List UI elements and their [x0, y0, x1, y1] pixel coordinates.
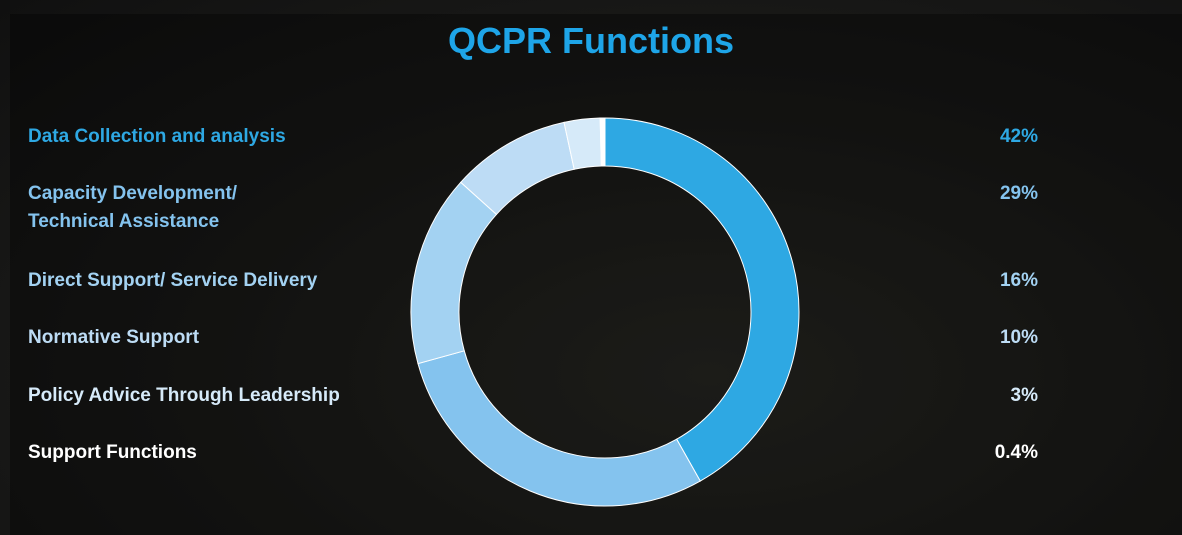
legend-label: Support Functions: [28, 442, 197, 463]
value-label: 0.4%: [994, 442, 1038, 463]
chart-title: QCPR Functions: [448, 20, 734, 61]
legend-label: Direct Support/ Service Delivery: [28, 270, 318, 291]
donut-slice: [410, 181, 498, 365]
legend-label: Policy Advice Through Leadership: [28, 385, 340, 406]
donut-slice: [599, 117, 606, 167]
legend-label: Data Collection and analysis: [28, 126, 286, 147]
donut-slice: [604, 117, 800, 482]
legend-label: Normative Support: [28, 327, 200, 348]
donut-slice: [417, 350, 701, 507]
value-label: 3%: [1010, 385, 1038, 406]
value-label: 29%: [999, 183, 1038, 204]
panel: [10, 14, 1182, 535]
value-label: 10%: [999, 327, 1038, 348]
value-label: 42%: [999, 126, 1038, 147]
legend-label: Capacity Development/ Technical Assistan…: [28, 183, 238, 232]
value-label: 16%: [999, 270, 1038, 291]
